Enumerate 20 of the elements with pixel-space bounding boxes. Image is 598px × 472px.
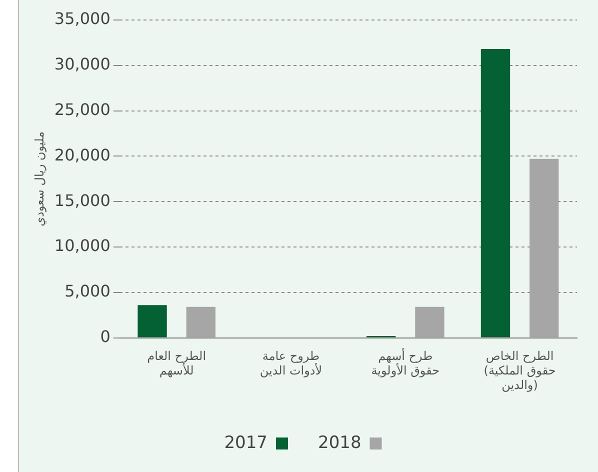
y-tick-label: 10,000 <box>54 236 110 256</box>
bar <box>530 158 559 338</box>
x-tick-label: الطرح العام للأسهم <box>147 349 206 378</box>
y-tick-label: 15,000 <box>54 190 110 210</box>
bar <box>186 306 216 338</box>
x-tick-label: طرح أسهم حقوق الأولوية <box>371 348 440 378</box>
x-tick-label: طروح عامة لأدوات الدين <box>260 349 322 378</box>
y-tick-label: 25,000 <box>54 100 110 119</box>
y-tick-label: 35,000 <box>54 9 110 28</box>
legend-label: 2018 <box>318 432 362 453</box>
y-tick-label: 0 <box>100 326 110 346</box>
legend-label: 2017 <box>224 432 268 453</box>
bar <box>138 305 167 338</box>
bar <box>415 306 444 338</box>
x-tick-label: الطرح الخاص (حقوق الملكية والدين) <box>484 349 556 392</box>
y-tick-label: 20,000 <box>54 145 110 164</box>
bar <box>480 49 510 338</box>
y-axis-title: مليون ريال سعودي <box>32 131 46 226</box>
y-tick-label: 30,000 <box>54 54 110 74</box>
y-tick-label: 5,000 <box>64 282 110 301</box>
